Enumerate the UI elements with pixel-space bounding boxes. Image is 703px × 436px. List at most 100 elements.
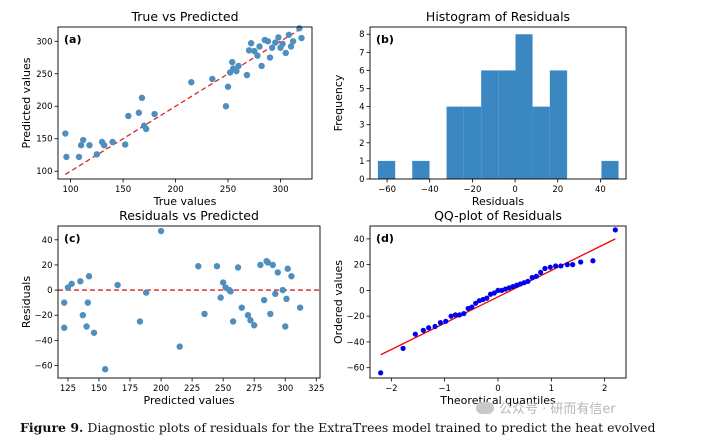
data-point	[233, 67, 240, 75]
x-tick-label: 200	[153, 384, 169, 394]
data-point	[495, 287, 501, 294]
panel-letter: (a)	[64, 33, 81, 46]
data-point	[426, 325, 432, 331]
data-point	[238, 304, 245, 311]
data-point	[142, 125, 150, 133]
data-point	[590, 258, 596, 264]
y-tick-label: −40	[35, 336, 53, 346]
data-point	[285, 31, 293, 38]
data-point	[287, 43, 295, 50]
data-point	[90, 329, 98, 336]
x-tick-label: 300	[277, 384, 293, 394]
x-tick-label: 150	[91, 384, 107, 394]
panel-2-frame	[369, 26, 627, 180]
data-point	[234, 264, 242, 271]
data-point	[491, 290, 497, 296]
data-point	[284, 265, 291, 272]
x-tick-label: 250	[215, 384, 231, 394]
y-tick-label: 4	[359, 103, 364, 113]
histogram-bar	[446, 106, 464, 179]
data-point	[473, 300, 479, 306]
data-point	[77, 278, 84, 285]
data-point	[135, 109, 143, 116]
data-point	[227, 288, 234, 295]
data-point	[461, 310, 467, 317]
histogram-bar	[532, 106, 550, 179]
y-tick-label: 3	[359, 121, 364, 131]
data-point	[274, 269, 281, 276]
x-tick-label: 0	[495, 384, 500, 394]
y-axis-label: Residuals	[20, 276, 33, 328]
x-axis-label: Predicted values	[144, 394, 235, 407]
data-point	[151, 110, 158, 118]
data-point	[138, 94, 146, 102]
panel-1: 100 150 200 250 300 100 150 200 250 300 True vs Pr…	[20, 9, 313, 208]
data-point	[570, 262, 576, 268]
histogram-bar	[377, 160, 396, 179]
data-point	[283, 295, 290, 303]
data-point	[235, 62, 242, 70]
x-tick-label: −1	[438, 384, 451, 394]
y-axis-label: Predicted values	[20, 57, 33, 148]
data-point	[378, 370, 384, 376]
data-point	[282, 49, 289, 57]
watermark-text: 公众号 · 研而有信er	[499, 402, 616, 417]
data-point	[243, 71, 251, 79]
data-point	[75, 153, 83, 161]
data-point	[420, 327, 426, 333]
panel-2: −60 −40 −20 0 20 40 0 1 2 3 4 5 6 7 8 Histogram of Resi…	[332, 9, 627, 208]
y-tick-label: 5	[359, 85, 364, 95]
data-point	[448, 313, 454, 319]
data-point	[100, 142, 108, 149]
x-tick-label: 40	[595, 185, 606, 195]
data-point	[251, 47, 258, 55]
data-point	[77, 142, 85, 149]
data-point	[289, 38, 297, 45]
reference-line	[380, 238, 616, 356]
y-tick-label: 300	[36, 37, 52, 47]
watermark: 公众号 · 研而有信er	[476, 398, 616, 417]
data-point	[298, 34, 305, 42]
data-point	[222, 103, 230, 110]
y-tick-label: 8	[359, 30, 364, 40]
data-point	[244, 311, 252, 319]
data-point	[553, 263, 559, 269]
data-point	[84, 299, 92, 306]
data-point	[525, 278, 531, 284]
data-point	[258, 62, 265, 70]
data-point	[612, 227, 618, 233]
panel-1-frame	[57, 26, 313, 180]
data-point	[213, 262, 221, 270]
y-tick-label: −20	[35, 311, 53, 321]
data-point	[432, 323, 438, 330]
chart-title: QQ-plot of Residuals	[434, 208, 562, 223]
chart-title: Residuals vs Predicted	[119, 208, 259, 223]
data-point	[250, 322, 258, 329]
histogram-bar	[549, 70, 568, 179]
data-point	[93, 151, 101, 158]
y-tick-label: −60	[347, 364, 365, 374]
x-axis-label: Residuals	[472, 195, 524, 208]
data-point	[245, 47, 253, 54]
data-point	[114, 281, 121, 289]
data-point	[256, 43, 263, 50]
data-point	[201, 310, 208, 318]
data-point	[275, 34, 282, 41]
data-point	[86, 142, 93, 149]
data-point	[121, 141, 129, 148]
y-axis-label: Ordered values	[332, 260, 345, 344]
data-point	[437, 320, 443, 326]
data-point	[264, 38, 272, 45]
x-tick-label: 200	[167, 185, 183, 195]
x-tick-label: 100	[62, 185, 78, 195]
data-point	[85, 273, 93, 280]
data-point	[264, 259, 272, 266]
x-tick-label: −40	[421, 185, 439, 195]
y-tick-label: 20	[42, 261, 53, 271]
data-point	[457, 312, 463, 318]
y-tick-label: −60	[35, 361, 53, 371]
x-tick-label: 275	[246, 384, 262, 394]
data-point	[62, 130, 69, 137]
data-point	[279, 40, 286, 48]
